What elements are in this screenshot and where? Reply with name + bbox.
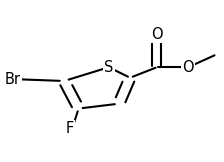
Text: F: F <box>66 121 74 136</box>
Text: O: O <box>151 27 163 42</box>
Text: Br: Br <box>4 72 21 87</box>
Text: S: S <box>104 60 114 75</box>
Text: O: O <box>182 60 194 75</box>
